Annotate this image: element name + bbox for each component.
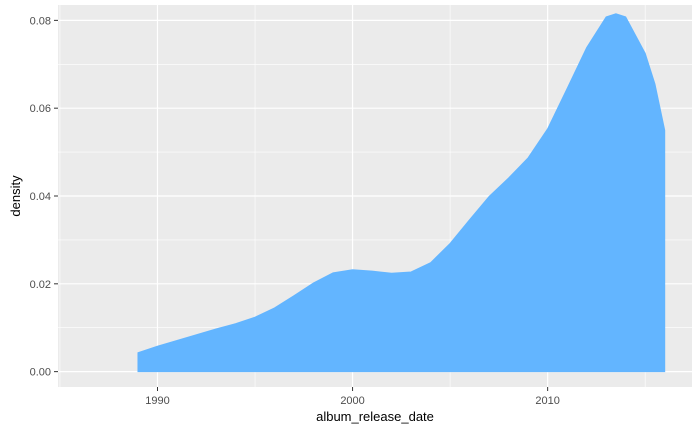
y-tick-label: 0.06 [30, 103, 51, 115]
x-axis-ticks: 1990 2000 2010 [145, 387, 560, 407]
y-axis-ticks: 0.00 0.02 0.04 0.06 0.08 [30, 15, 58, 379]
x-tick-label: 2000 [340, 395, 364, 407]
y-axis-title: density [8, 175, 23, 217]
x-tick-label: 2010 [535, 395, 559, 407]
x-tick-label: 1990 [145, 395, 169, 407]
y-tick-label: 0.08 [30, 15, 51, 27]
y-tick-label: 0.00 [30, 367, 51, 379]
x-axis-title: album_release_date [316, 409, 434, 424]
density-area [137, 13, 666, 373]
y-tick-label: 0.02 [30, 279, 51, 291]
y-tick-label: 0.04 [30, 191, 51, 203]
